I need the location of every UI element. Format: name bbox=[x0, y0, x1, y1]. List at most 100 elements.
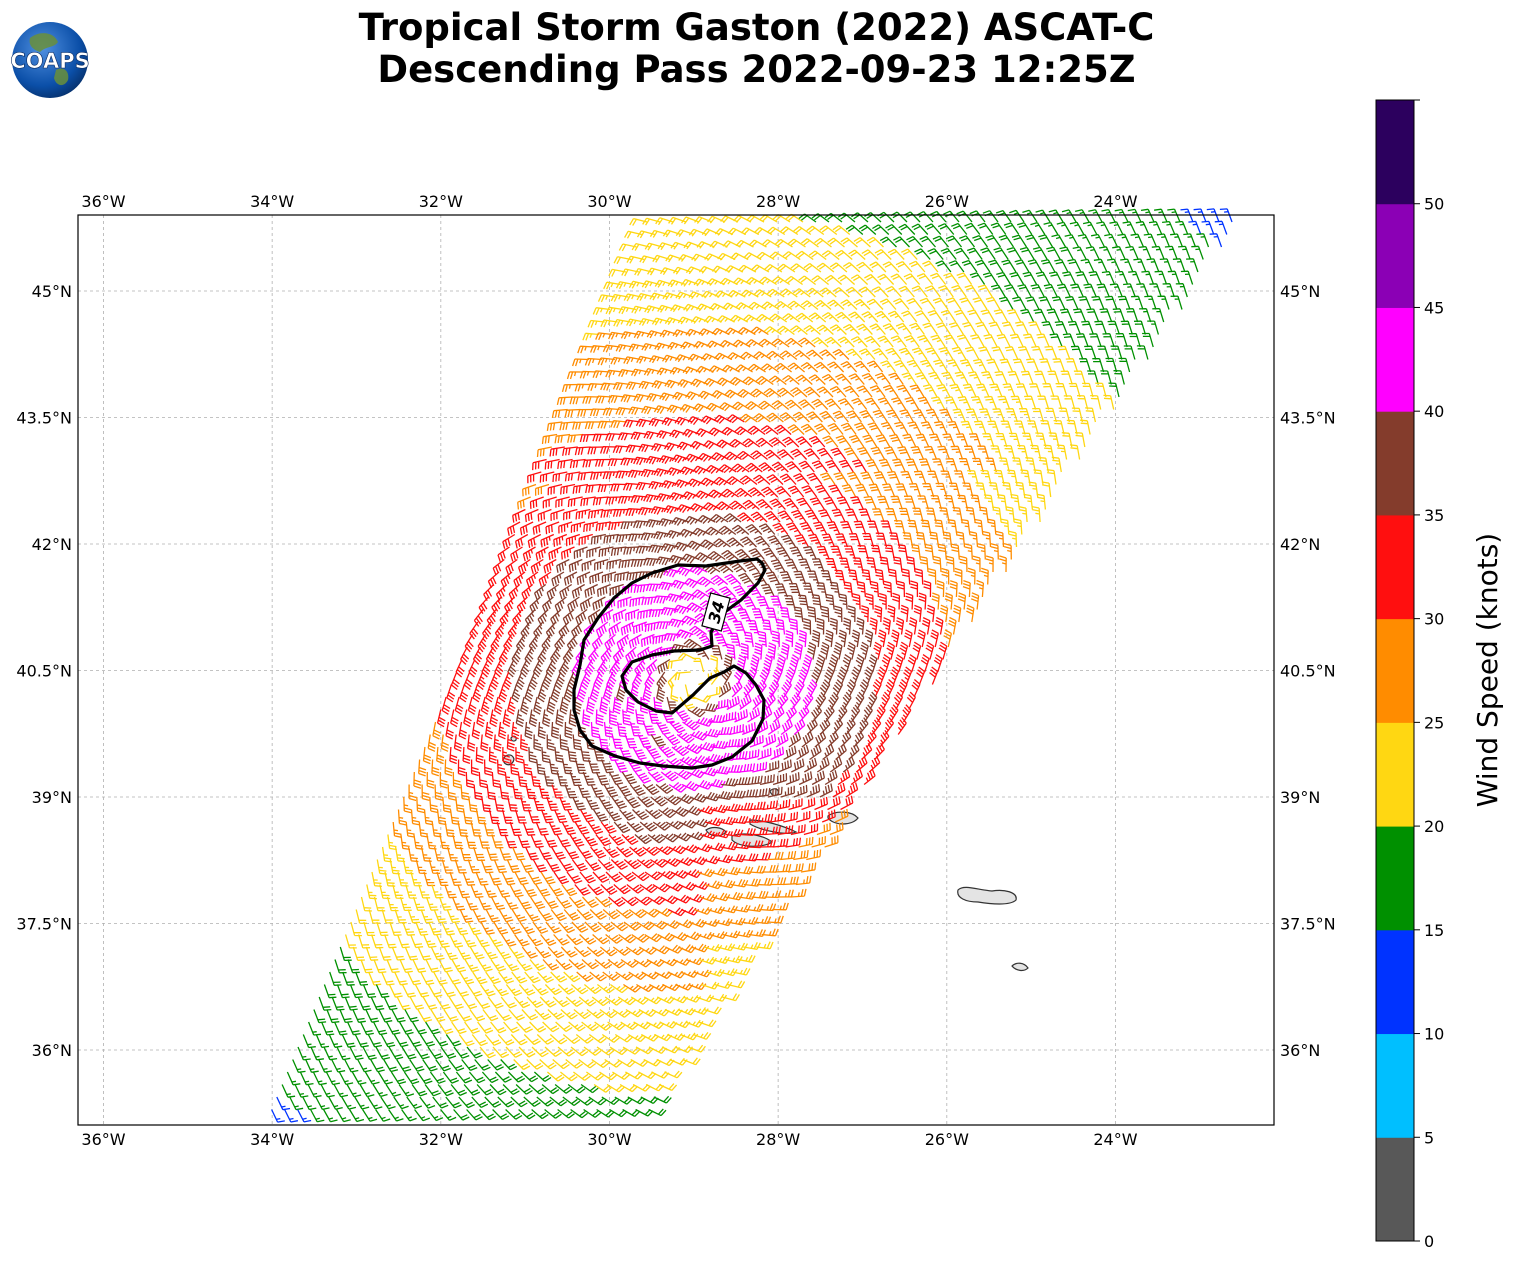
wind-barb bbox=[1023, 493, 1034, 510]
wind-barb bbox=[887, 470, 901, 485]
wind-barb bbox=[648, 1108, 667, 1117]
wind-barb bbox=[609, 709, 617, 727]
wind-barb bbox=[474, 996, 491, 1010]
wind-barb bbox=[1127, 208, 1142, 223]
wind-barb bbox=[793, 570, 807, 585]
wind-barb bbox=[554, 634, 566, 652]
wind-barb bbox=[700, 477, 719, 487]
wind-barb bbox=[823, 496, 838, 510]
lon-label-bottom: 30°W bbox=[587, 1130, 631, 1149]
wind-barb bbox=[501, 871, 516, 886]
wind-barb bbox=[864, 335, 881, 348]
wind-barb bbox=[873, 471, 888, 485]
wind-barb bbox=[503, 959, 520, 972]
wind-barb bbox=[556, 558, 570, 573]
wind-barb bbox=[792, 349, 811, 360]
wind-barb bbox=[913, 470, 927, 485]
wind-barb bbox=[906, 556, 916, 573]
wind-barb bbox=[785, 275, 803, 286]
wind-barb bbox=[822, 743, 835, 761]
wind-barb bbox=[618, 558, 635, 569]
wind-barb bbox=[747, 363, 766, 373]
wind-barb bbox=[414, 1046, 430, 1060]
wind-barb bbox=[706, 340, 725, 349]
wind-barb bbox=[570, 521, 586, 533]
wind-barb bbox=[692, 403, 711, 413]
wind-barb bbox=[806, 849, 822, 861]
wind-barb bbox=[962, 321, 977, 335]
wind-barb bbox=[658, 518, 677, 527]
wind-barb bbox=[571, 358, 589, 367]
wind-barb bbox=[943, 494, 956, 510]
wind-barb bbox=[935, 482, 948, 498]
wind-barb bbox=[492, 558, 505, 576]
wind-barb bbox=[860, 641, 869, 660]
wind-barb bbox=[774, 300, 793, 311]
wind-barb bbox=[670, 579, 689, 590]
wind-barb bbox=[840, 730, 852, 748]
wind-barb bbox=[653, 531, 671, 540]
wind-barb bbox=[537, 909, 554, 922]
wind-barb bbox=[740, 916, 759, 925]
wind-barb bbox=[606, 1083, 625, 1093]
wind-barb bbox=[780, 718, 793, 736]
wind-barb bbox=[587, 383, 605, 392]
wind-barb bbox=[924, 543, 934, 560]
wind-barb bbox=[917, 334, 933, 348]
wind-barb bbox=[623, 293, 642, 302]
wind-barb bbox=[384, 871, 396, 887]
wind-barb bbox=[689, 792, 708, 803]
wind-barb bbox=[835, 533, 849, 548]
wind-barb bbox=[1139, 308, 1152, 323]
lon-label-bottom: 26°W bbox=[925, 1130, 969, 1149]
wind-barb bbox=[915, 531, 927, 548]
wind-barb bbox=[802, 691, 814, 710]
wind-barb bbox=[785, 630, 794, 648]
wind-barb bbox=[589, 571, 604, 585]
wind-barb bbox=[869, 384, 886, 398]
wind-barb bbox=[493, 859, 507, 874]
wind-barb bbox=[811, 666, 822, 685]
wind-barb bbox=[381, 909, 394, 924]
wind-barb bbox=[578, 996, 597, 1007]
wind-barb bbox=[837, 704, 848, 723]
wind-barb bbox=[638, 380, 657, 390]
wind-barb bbox=[531, 1046, 549, 1058]
wind-barb bbox=[601, 571, 617, 584]
wind-barb bbox=[843, 581, 854, 598]
wind-barb bbox=[718, 816, 736, 826]
wind-barb bbox=[906, 236, 923, 248]
wind-barb bbox=[521, 583, 534, 601]
wind-barb bbox=[1028, 481, 1039, 498]
wind-barb bbox=[615, 470, 633, 479]
wind-barb bbox=[799, 521, 815, 535]
wind-barb bbox=[650, 734, 666, 747]
wind-barb bbox=[772, 522, 789, 535]
wind-barb bbox=[818, 509, 833, 523]
wind-barb bbox=[445, 1034, 462, 1047]
wind-barb bbox=[704, 253, 723, 262]
wind-barb bbox=[1059, 246, 1074, 260]
wind-barb bbox=[528, 1084, 547, 1095]
wind-barb bbox=[383, 996, 398, 1011]
wind-barb bbox=[1047, 370, 1060, 385]
wind-barb bbox=[597, 294, 616, 303]
wind-barb bbox=[563, 684, 574, 703]
wind-barb bbox=[740, 642, 749, 660]
wind-barb bbox=[966, 604, 975, 623]
wind-barb bbox=[744, 814, 761, 823]
wind-barb bbox=[1057, 345, 1071, 360]
wind-barb bbox=[775, 546, 791, 560]
wind-barb bbox=[868, 654, 878, 673]
wind-barb bbox=[798, 275, 816, 286]
wind-barb bbox=[965, 506, 976, 523]
wind-barb bbox=[1172, 258, 1186, 273]
wind-barb bbox=[997, 395, 1011, 410]
wind-barb bbox=[888, 372, 904, 385]
wind-barb bbox=[901, 568, 911, 585]
wind-barb bbox=[990, 543, 999, 560]
wind-barb bbox=[867, 520, 880, 535]
wind-barb bbox=[455, 1071, 473, 1084]
wind-barb bbox=[459, 971, 475, 985]
wind-barb bbox=[656, 684, 666, 703]
